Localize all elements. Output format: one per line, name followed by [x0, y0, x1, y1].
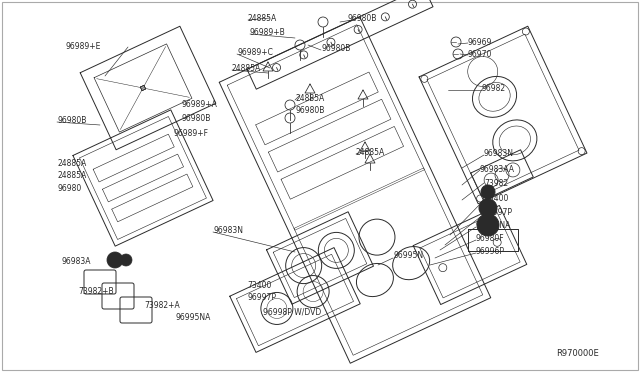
Text: 96989+C: 96989+C: [237, 48, 273, 57]
Circle shape: [107, 252, 123, 268]
Text: 73982+A: 73982+A: [144, 301, 180, 310]
Circle shape: [479, 199, 497, 217]
Text: 24885A: 24885A: [57, 170, 86, 180]
Text: 24885A: 24885A: [295, 93, 324, 103]
Text: 96989+E: 96989+E: [65, 42, 100, 51]
Text: 96983A: 96983A: [62, 257, 92, 266]
Text: 73982+B: 73982+B: [78, 286, 114, 295]
Text: 96983N: 96983N: [484, 148, 514, 157]
Circle shape: [481, 185, 495, 199]
Text: 24885A: 24885A: [356, 148, 385, 157]
Text: 96983AA: 96983AA: [480, 164, 515, 173]
Text: 96983N: 96983N: [213, 225, 243, 234]
Text: 96980: 96980: [57, 183, 81, 192]
Text: R970000E: R970000E: [556, 349, 599, 357]
Text: 96969: 96969: [468, 38, 492, 46]
Text: 96980B: 96980B: [181, 113, 211, 122]
Text: 96995NA: 96995NA: [476, 221, 511, 230]
Text: 24885A: 24885A: [232, 64, 261, 73]
Text: 96997P: 96997P: [247, 292, 276, 301]
Text: 96997P: 96997P: [484, 208, 513, 217]
Text: 73400: 73400: [247, 280, 271, 289]
Text: 96989+A: 96989+A: [181, 99, 217, 109]
Text: 73400: 73400: [484, 193, 508, 202]
Text: 96970: 96970: [468, 49, 492, 58]
Text: 96996P: 96996P: [476, 247, 505, 256]
Text: 96989+F: 96989+F: [174, 128, 209, 138]
Text: 96980B: 96980B: [295, 106, 324, 115]
Text: 96998P W/DVD: 96998P W/DVD: [263, 308, 321, 317]
Text: 96995N: 96995N: [393, 251, 423, 260]
Text: 96980F: 96980F: [476, 234, 504, 243]
Text: 96980B: 96980B: [321, 44, 350, 52]
Circle shape: [120, 254, 132, 266]
Text: 96980B: 96980B: [57, 115, 86, 125]
Text: 24885A: 24885A: [57, 158, 86, 167]
Text: 96980B: 96980B: [348, 13, 378, 22]
Text: 96995NA: 96995NA: [175, 314, 211, 323]
Text: 96989+B: 96989+B: [250, 28, 285, 36]
Circle shape: [477, 214, 499, 236]
Text: 73982: 73982: [484, 179, 508, 187]
Text: 24885A: 24885A: [248, 13, 277, 22]
Text: 96982: 96982: [482, 83, 506, 93]
